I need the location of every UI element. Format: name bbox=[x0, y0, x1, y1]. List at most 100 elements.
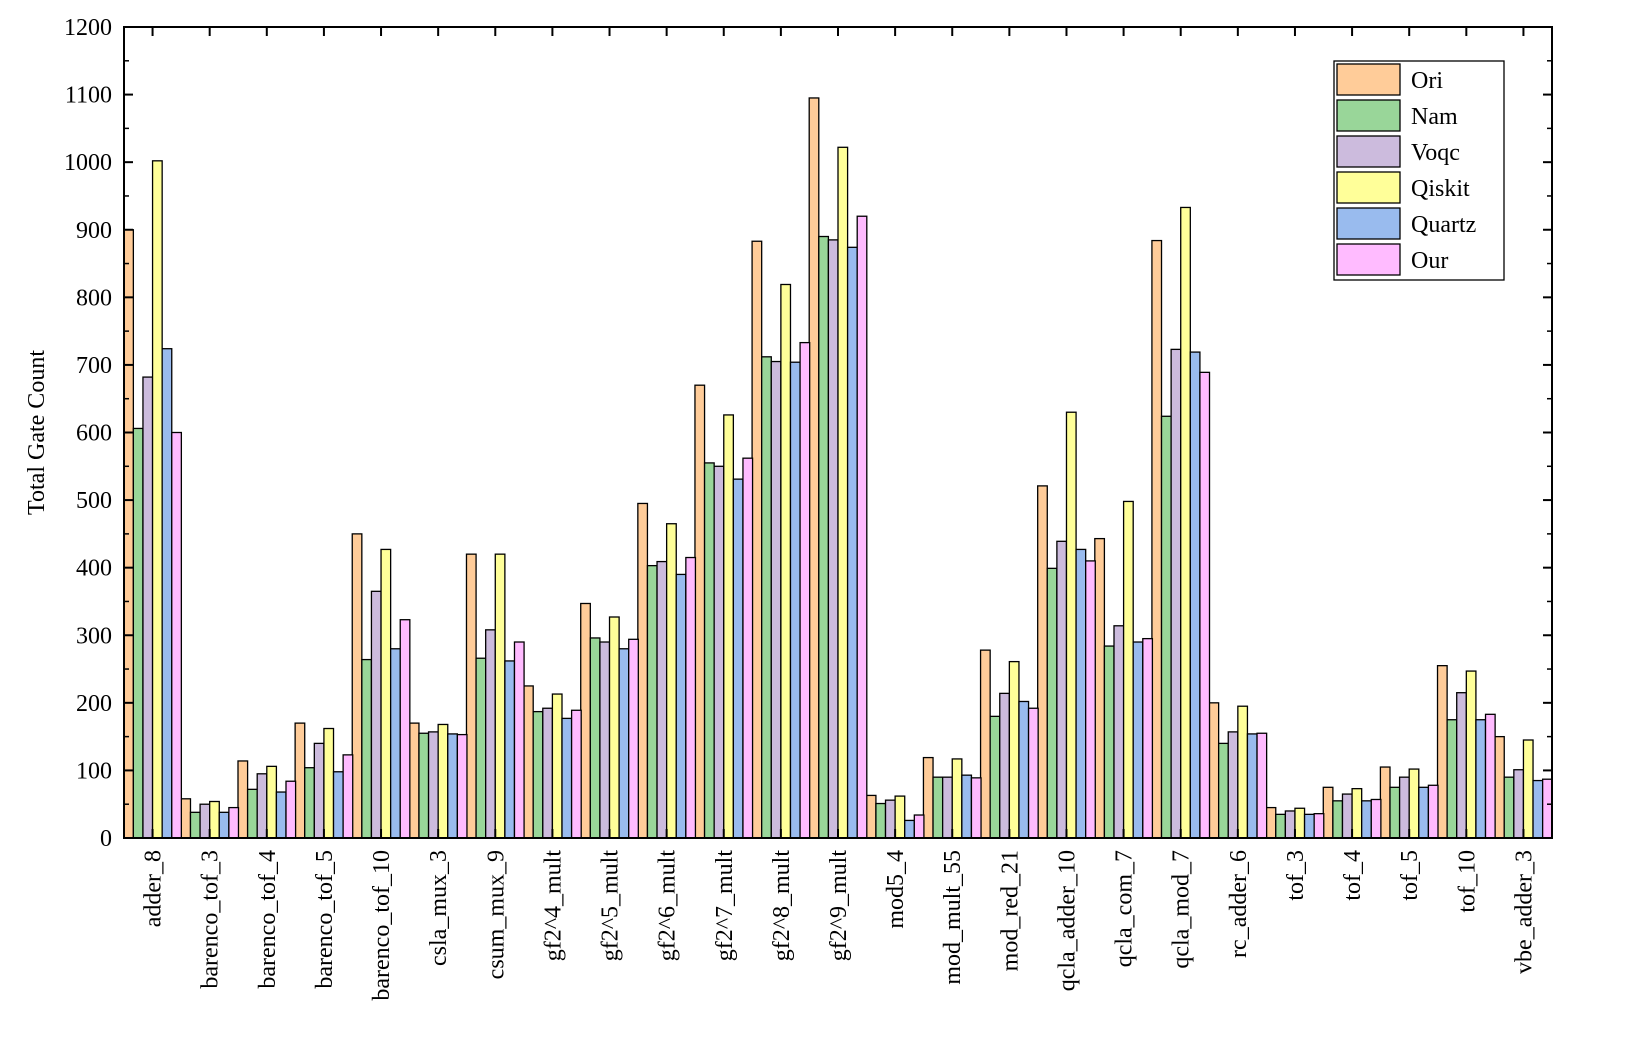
x-tick-label: mod_red_21 bbox=[997, 850, 1023, 971]
bar-our-20 bbox=[1313, 813, 1325, 839]
bar-qiskit-20 bbox=[1294, 807, 1306, 839]
bar-nam-20 bbox=[1275, 813, 1287, 839]
y-tick-label: 200 bbox=[76, 691, 112, 717]
y-tick-label: 800 bbox=[76, 285, 112, 311]
legend-label-ori: Ori bbox=[1411, 68, 1443, 94]
bar-nam-12 bbox=[818, 235, 830, 839]
y-tick-label: 400 bbox=[76, 556, 112, 582]
bar-quartz-17 bbox=[1132, 641, 1144, 839]
bar-qiskit-19 bbox=[1237, 705, 1249, 839]
y-tick-label: 300 bbox=[76, 623, 112, 649]
x-tick-label: gf2^4_mult bbox=[540, 850, 566, 962]
bar-quartz-19 bbox=[1246, 733, 1258, 839]
bar-voqc-20 bbox=[1284, 810, 1296, 839]
bar-qiskit-3 bbox=[323, 727, 335, 839]
bar-our-18 bbox=[1199, 371, 1211, 839]
bar-nam-6 bbox=[475, 657, 487, 839]
bar-our-11 bbox=[799, 341, 811, 839]
bar-qiskit-11 bbox=[780, 283, 792, 839]
x-tick-label: csla_mux_3 bbox=[426, 850, 452, 966]
bar-our-23 bbox=[1484, 713, 1496, 839]
y-tick-label: 1200 bbox=[64, 15, 112, 41]
bar-nam-21 bbox=[1332, 800, 1344, 839]
bar-our-16 bbox=[1085, 560, 1096, 839]
bar-qiskit-21 bbox=[1351, 788, 1363, 839]
bar-voqc-16 bbox=[1056, 540, 1068, 839]
legend-swatch-nam bbox=[1336, 99, 1401, 132]
bar-quartz-6 bbox=[504, 660, 516, 839]
bar-nam-16 bbox=[1046, 567, 1058, 839]
bar-quartz-15 bbox=[1018, 700, 1030, 839]
bar-voqc-9 bbox=[656, 560, 668, 839]
bar-nam-23 bbox=[1446, 719, 1458, 839]
bar-our-19 bbox=[1256, 732, 1268, 839]
bar-ori-5 bbox=[408, 722, 420, 839]
bar-nam-5 bbox=[418, 732, 430, 839]
bar-qiskit-10 bbox=[723, 414, 735, 839]
bar-qiskit-7 bbox=[551, 693, 563, 839]
bar-nam-3 bbox=[304, 767, 315, 839]
legend-label-nam: Nam bbox=[1411, 104, 1458, 130]
bar-voqc-4 bbox=[370, 590, 382, 839]
bar-quartz-2 bbox=[275, 791, 287, 839]
x-tick-label: tof_10 bbox=[1454, 850, 1480, 913]
bar-our-10 bbox=[742, 457, 754, 839]
x-tick-label: tof_5 bbox=[1397, 850, 1423, 901]
x-tick-label: gf2^8_mult bbox=[769, 850, 795, 962]
bar-nam-24 bbox=[1503, 776, 1515, 839]
bar-our-6 bbox=[513, 641, 525, 839]
x-tick-label: mod_mult_55 bbox=[940, 850, 966, 985]
bar-voqc-6 bbox=[485, 629, 496, 839]
bar-our-7 bbox=[570, 709, 582, 839]
bar-voqc-1 bbox=[199, 803, 211, 839]
bar-voqc-11 bbox=[770, 360, 782, 839]
bar-our-9 bbox=[685, 556, 697, 839]
bar-voqc-18 bbox=[1170, 348, 1182, 839]
bar-quartz-24 bbox=[1532, 779, 1544, 839]
bar-qiskit-9 bbox=[665, 523, 677, 839]
y-tick-label: 900 bbox=[76, 218, 112, 244]
bar-our-5 bbox=[456, 733, 468, 839]
legend-label-our: Our bbox=[1411, 248, 1448, 274]
x-tick-label: gf2^7_mult bbox=[712, 850, 738, 962]
bar-our-17 bbox=[1142, 637, 1154, 839]
y-tick-label: 500 bbox=[76, 488, 112, 514]
bar-our-1 bbox=[228, 806, 240, 839]
bar-nam-11 bbox=[761, 356, 772, 839]
legend-label-voqc: Voqc bbox=[1411, 140, 1460, 166]
y-tick-label: 600 bbox=[76, 421, 112, 447]
y-tick-label: 700 bbox=[76, 353, 112, 379]
x-tick-label: vbe_adder_3 bbox=[1511, 850, 1537, 974]
y-tick-label: 1000 bbox=[64, 150, 112, 176]
bar-our-2 bbox=[285, 780, 297, 839]
x-tick-label: csum_mux_9 bbox=[483, 850, 509, 979]
x-tick-label: mod5_4 bbox=[883, 850, 909, 929]
bar-ori-12 bbox=[808, 97, 820, 839]
bar-nam-17 bbox=[1103, 645, 1115, 839]
legend: Ori Nam Voqc Qiskit Quartz Our bbox=[1333, 60, 1505, 281]
x-tick-label: gf2^9_mult bbox=[826, 850, 852, 962]
x-tick-label: adder_8 bbox=[141, 850, 167, 927]
bar-nam-18 bbox=[1160, 415, 1172, 839]
bar-voqc-0 bbox=[142, 376, 154, 839]
bar-nam-19 bbox=[1217, 742, 1229, 839]
legend-label-quartz: Quartz bbox=[1411, 212, 1476, 238]
y-tick-label: 0 bbox=[100, 826, 112, 852]
bar-our-22 bbox=[1427, 784, 1439, 839]
bar-voqc-13 bbox=[884, 799, 896, 839]
bar-ori-11 bbox=[751, 240, 763, 839]
x-tick-label: qcla_adder_10 bbox=[1054, 850, 1080, 991]
bar-nam-1 bbox=[189, 811, 201, 839]
bar-ori-13 bbox=[865, 794, 877, 839]
y-tick-label: 1100 bbox=[65, 83, 112, 109]
bar-ori-8 bbox=[580, 602, 591, 839]
bar-quartz-0 bbox=[161, 348, 173, 839]
x-tick-label: barenco_tof_3 bbox=[198, 850, 224, 989]
bar-our-24 bbox=[1541, 778, 1553, 839]
bar-ori-2 bbox=[237, 760, 249, 839]
bar-quartz-12 bbox=[846, 246, 858, 839]
bar-quartz-14 bbox=[961, 774, 973, 839]
bar-qiskit-18 bbox=[1180, 206, 1191, 839]
x-tick-label: gf2^6_mult bbox=[655, 850, 681, 962]
